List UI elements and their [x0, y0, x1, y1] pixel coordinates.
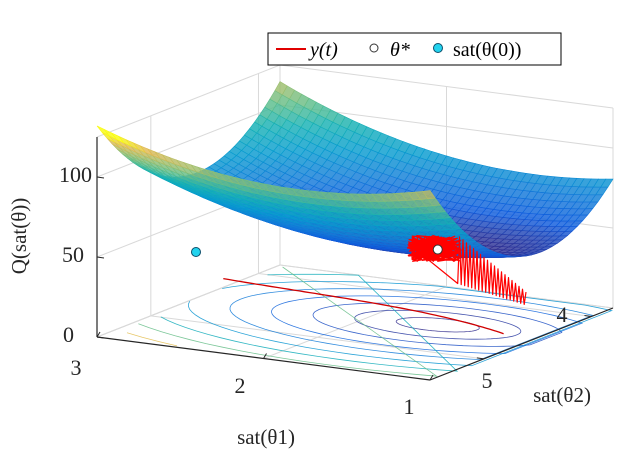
legend-label-yt: y(t) [308, 39, 338, 61]
surface-mesh [96, 81, 614, 259]
y-tick-labels: 4 5 [482, 302, 568, 393]
marker-layer [191, 244, 443, 257]
contour-line [160, 273, 459, 372]
contour-line [312, 302, 563, 347]
optimum-marker [432, 244, 443, 255]
z-tick-label: 50 [62, 242, 84, 267]
legend-label-theta-star: θ* [390, 39, 410, 61]
z-tick-labels: 0 50 100 [59, 162, 92, 347]
legend-marker-initial [433, 43, 443, 53]
axis-line [429, 307, 614, 381]
y-tick-mark [476, 357, 484, 360]
initial-point-marker [191, 247, 201, 257]
x-axis-label: sat(θ1) [237, 425, 295, 449]
legend-label-initial: sat(θ(0)) [453, 39, 521, 61]
y-axis-label: sat(θ2) [533, 383, 591, 407]
z-tick-mark [96, 336, 105, 339]
x-tick-label: 3 [71, 355, 82, 380]
x-tick-labels: 3 2 1 [71, 355, 415, 419]
y-tick-mark [584, 314, 592, 317]
trajectory-layer [223, 235, 527, 335]
legend: y(t) θ* sat(θ(0)) [267, 32, 562, 66]
x-tick-label: 2 [235, 373, 246, 398]
z-tick-label: 0 [63, 322, 74, 347]
z-tick-label: 100 [59, 162, 92, 187]
z-tick-mark [96, 176, 105, 179]
z-axis-label: Q(sat(θ)) [7, 198, 31, 275]
surface-patch [96, 125, 110, 137]
x-tick-mark [263, 353, 267, 359]
legend-box [267, 32, 562, 66]
grid-line [96, 104, 281, 178]
axes-lines [96, 137, 614, 381]
contour-line [188, 281, 613, 367]
contour-line [354, 309, 522, 340]
z-tick-mark [96, 256, 105, 259]
contour-line [395, 317, 480, 333]
contour-line [126, 332, 178, 347]
x-tick-mark [96, 331, 101, 338]
grid-line [96, 64, 281, 138]
contour-line [271, 295, 584, 355]
contour-line [138, 266, 439, 377]
legend-marker-theta-star [369, 43, 379, 53]
trajectory-noisy [407, 235, 527, 305]
trajectory-smooth [223, 277, 504, 335]
grid-line [96, 264, 281, 338]
floor-contours [126, 266, 613, 377]
x-tick-mark [429, 374, 434, 381]
y-tick-label: 4 [557, 302, 568, 327]
y-tick-label: 5 [482, 368, 493, 393]
grid-line [263, 286, 447, 359]
x-tick-label: 1 [404, 394, 415, 419]
